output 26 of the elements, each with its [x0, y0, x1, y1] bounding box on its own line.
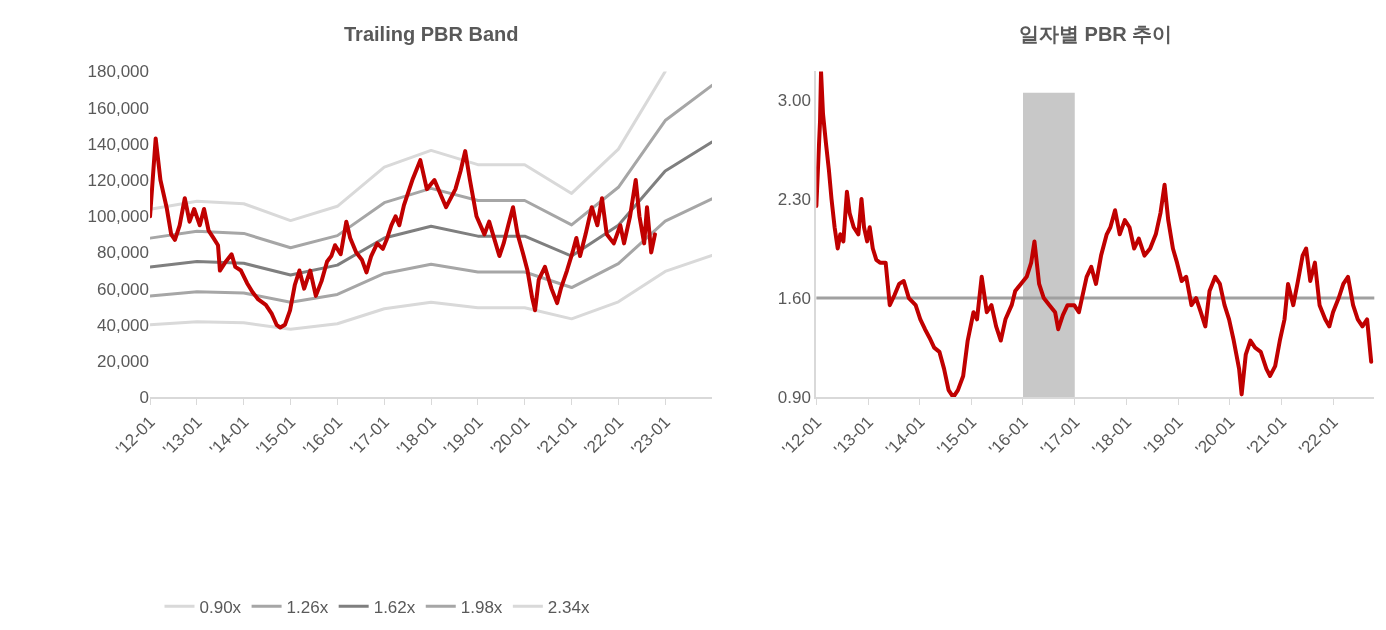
y-tick-label: 40,000	[97, 315, 150, 335]
line-series	[150, 136, 657, 330]
line-series	[150, 71, 667, 223]
chart-title: Trailing PBR Band	[344, 23, 519, 45]
line-series	[150, 254, 712, 331]
y-tick-label: 160,000	[87, 98, 150, 118]
y-tick-label: 100,000	[87, 207, 150, 227]
y-tick-label: 140,000	[87, 134, 150, 154]
line-series	[150, 197, 712, 304]
y-tick-label: 120,000	[87, 171, 150, 190]
y-tick-label: 60,000	[97, 279, 150, 299]
y-tick-label: 0	[139, 388, 150, 408]
y-tick-label: 180,000	[87, 62, 150, 82]
y-tick-label: 3.00	[777, 90, 811, 110]
y-tick-label: 80,000	[97, 243, 150, 263]
legend-label: 1.98x	[460, 597, 503, 617]
legend-label: 1.26x	[286, 597, 329, 617]
y-tick-label: 0.90	[777, 388, 811, 408]
y-tick-label: 20,000	[97, 351, 150, 371]
legend-label: 2.34x	[547, 597, 590, 617]
y-tick-label: 2.30	[777, 189, 811, 209]
legend-label: 1.62x	[373, 597, 416, 617]
line-series	[150, 83, 712, 250]
y-tick-label: 1.60	[777, 289, 811, 309]
legend-label: 0.90x	[199, 597, 242, 617]
chart-title: 일자별 PBR 추이	[1019, 23, 1173, 45]
